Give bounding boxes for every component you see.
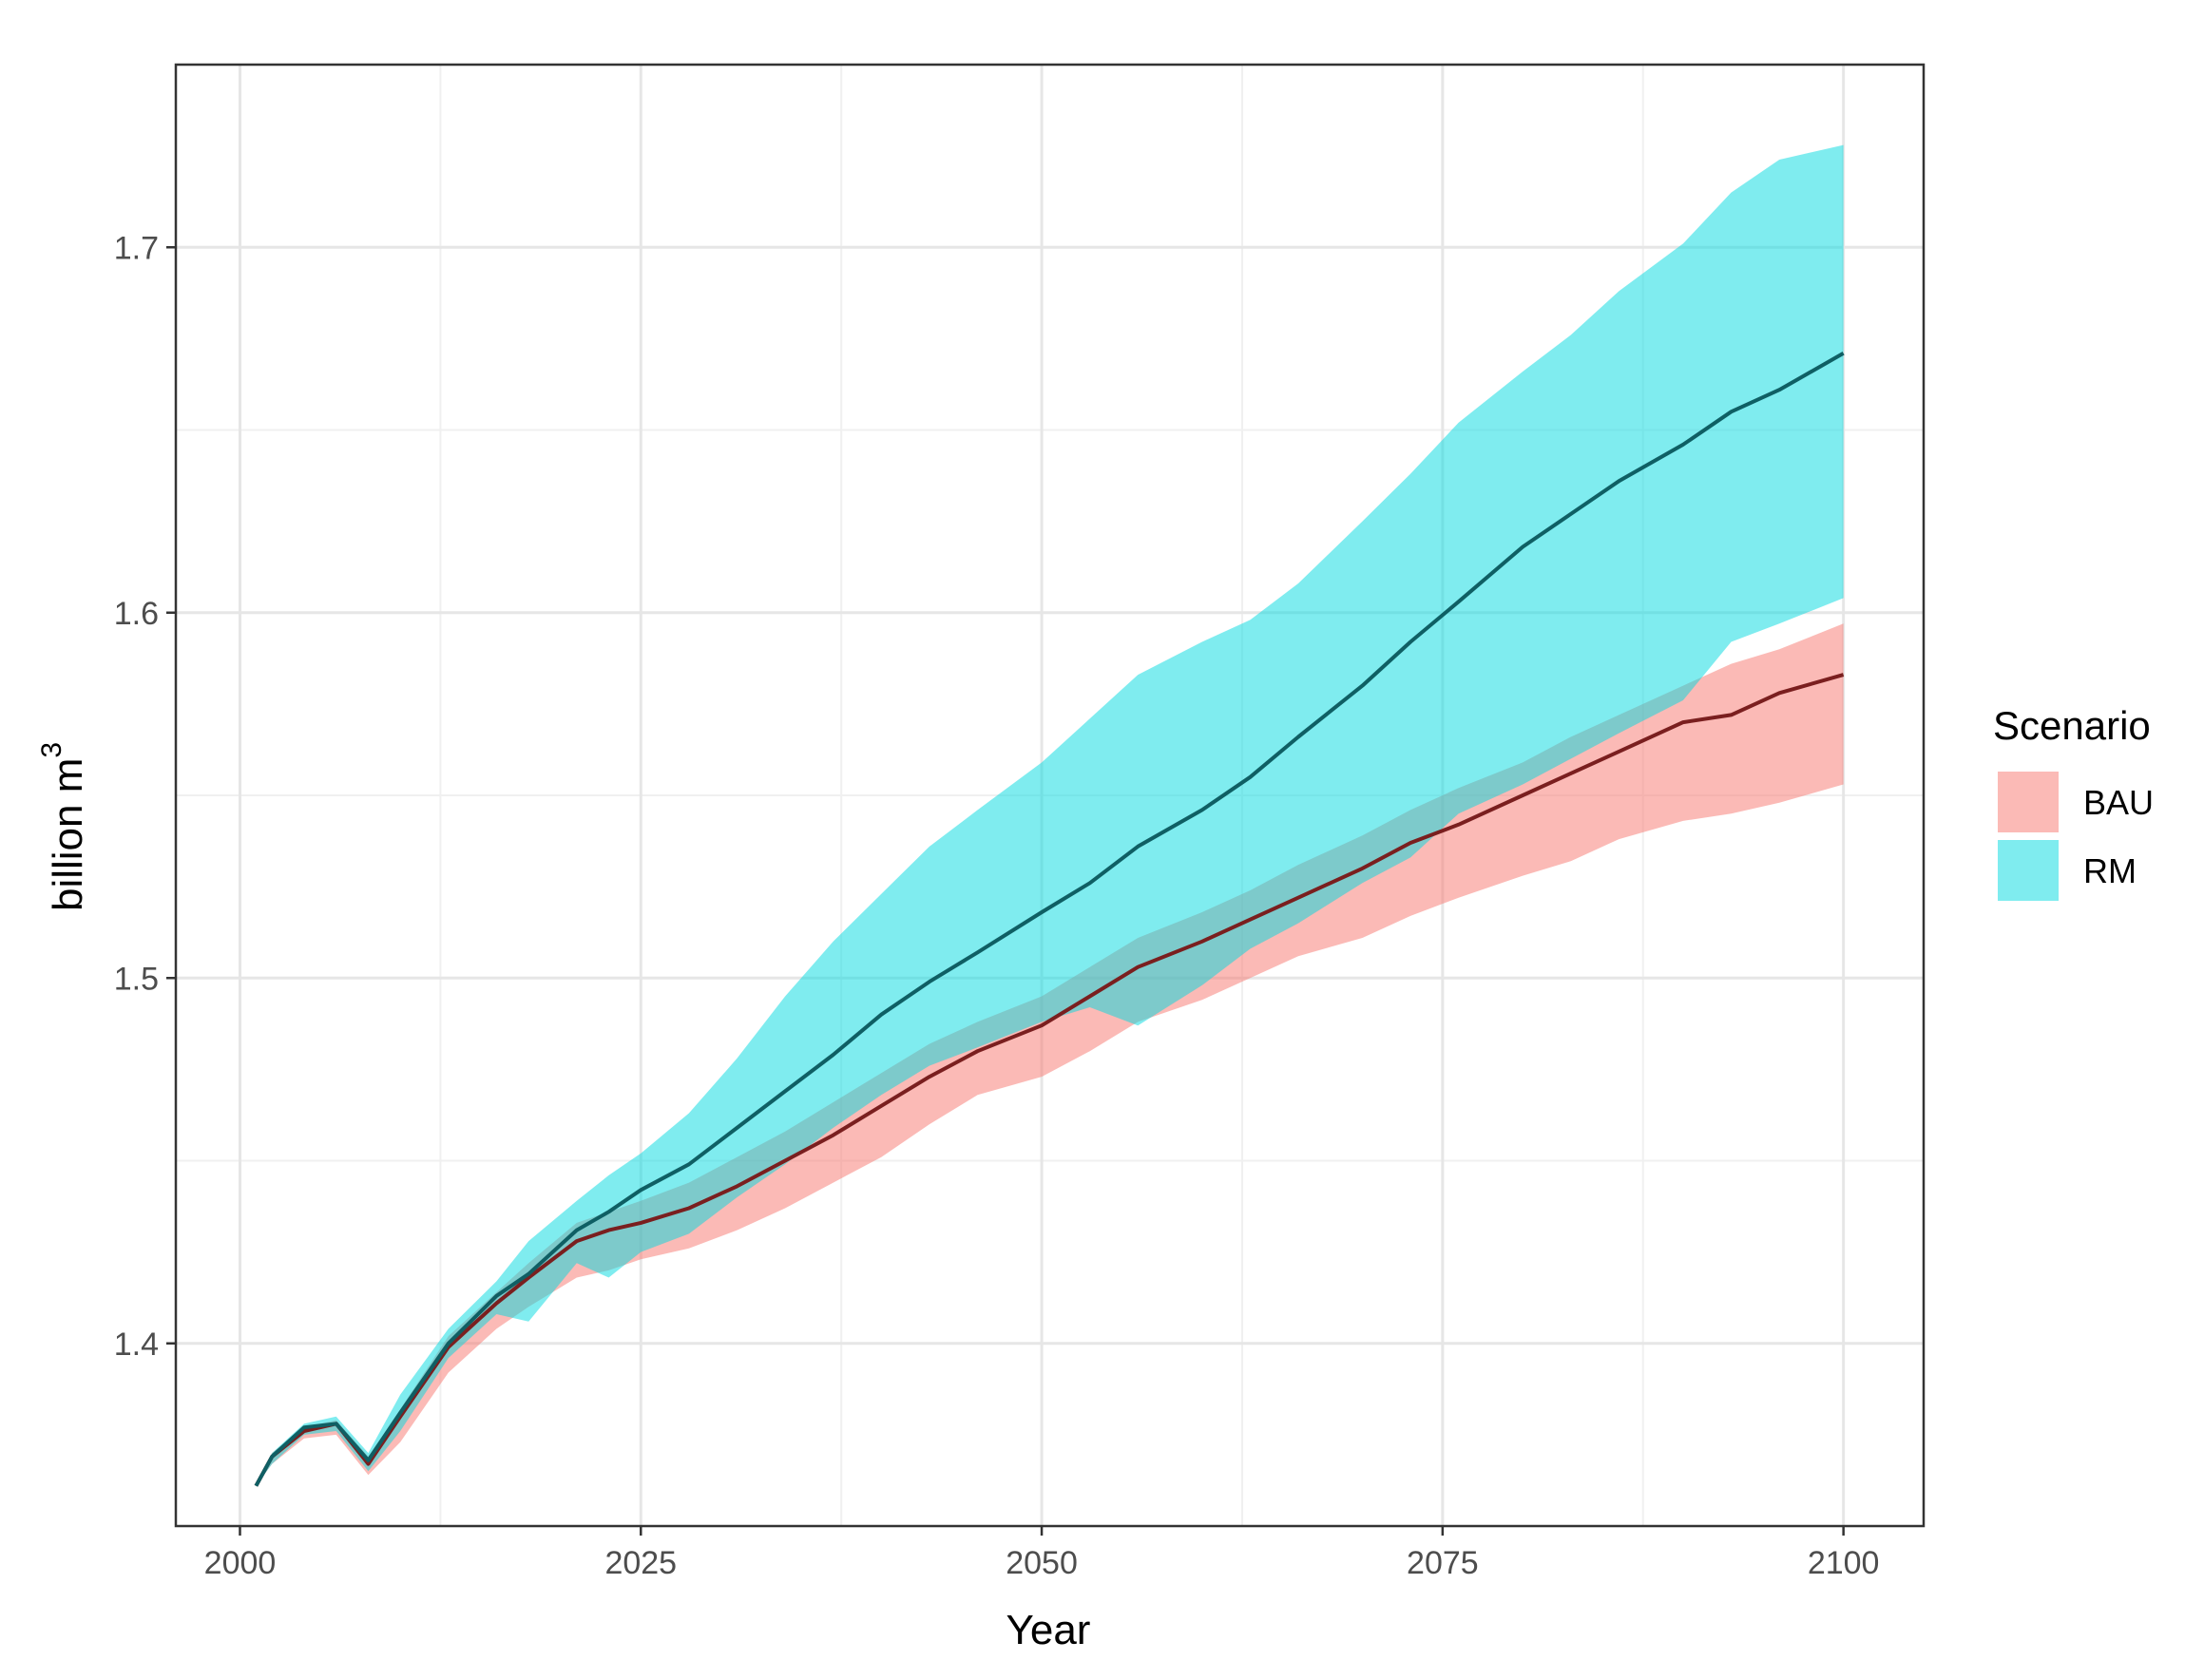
- legend-key-bau: [1998, 772, 2059, 832]
- y-axis-title-superscript: 3: [36, 742, 67, 758]
- y-tick-label: 1.5: [114, 961, 159, 997]
- x-tick-label: 2050: [1006, 1545, 1078, 1581]
- legend-label-bau: BAU: [2083, 783, 2154, 822]
- x-tick-label: 2000: [204, 1545, 277, 1581]
- legend: Scenario BAU RM: [1993, 703, 2154, 901]
- ribbons: [256, 144, 1844, 1486]
- ribbon-bau: [256, 623, 1844, 1486]
- legend-entries: BAU RM: [1998, 772, 2154, 901]
- y-axis-ticks: 1.4 1.5 1.6 1.7: [114, 230, 176, 1363]
- x-tick-label: 2025: [604, 1545, 677, 1581]
- legend-key-rm: [1998, 840, 2059, 901]
- y-tick-label: 1.4: [114, 1327, 159, 1363]
- y-axis-title-text: billion m: [45, 758, 91, 911]
- mean-line-rm: [254, 352, 1845, 1487]
- panel-border: [174, 63, 1926, 1528]
- y-axis-title: billion m3: [36, 742, 91, 911]
- x-axis-ticks: 2000 2025 2050 2075 2100: [204, 1526, 1880, 1581]
- x-axis-title: Year: [1006, 1607, 1091, 1653]
- y-tick-label: 1.7: [114, 230, 159, 266]
- mean-line-bau: [254, 673, 1845, 1487]
- ribbon-rm: [256, 144, 1844, 1486]
- legend-label-rm: RM: [2083, 851, 2137, 890]
- mean-lines: [254, 352, 1845, 1487]
- x-tick-label: 2100: [1808, 1545, 1880, 1581]
- x-tick-label: 2075: [1407, 1545, 1479, 1581]
- legend-title: Scenario: [1993, 703, 2151, 748]
- y-tick-label: 1.6: [114, 596, 159, 632]
